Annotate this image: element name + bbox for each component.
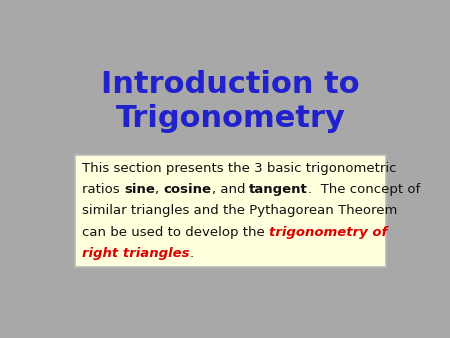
Text: Introduction to: Introduction to <box>101 70 360 99</box>
Text: can be used to develop the: can be used to develop the <box>82 225 270 239</box>
Text: , and: , and <box>212 183 249 196</box>
Text: .  The concept of: . The concept of <box>308 183 420 196</box>
Text: similar triangles and the Pythagorean Theorem: similar triangles and the Pythagorean Th… <box>82 204 398 217</box>
Text: This section presents the 3 basic trigonometric: This section presents the 3 basic trigon… <box>82 162 397 175</box>
Text: trigonometry of: trigonometry of <box>270 225 387 239</box>
Text: ,: , <box>155 183 163 196</box>
Text: .: . <box>190 247 194 260</box>
Text: tangent: tangent <box>249 183 308 196</box>
Text: right triangles: right triangles <box>82 247 190 260</box>
Text: ratios: ratios <box>82 183 124 196</box>
Text: cosine: cosine <box>163 183 212 196</box>
Text: Trigonometry: Trigonometry <box>116 104 346 133</box>
FancyBboxPatch shape <box>76 155 386 267</box>
Text: sine: sine <box>124 183 155 196</box>
